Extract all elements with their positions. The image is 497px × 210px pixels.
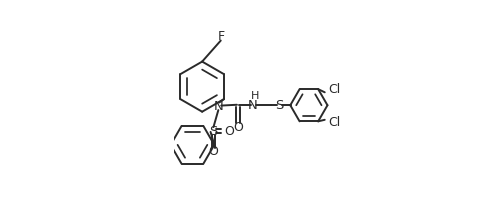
- Text: S: S: [209, 125, 218, 138]
- Text: Cl: Cl: [329, 116, 340, 129]
- Text: O: O: [209, 145, 218, 158]
- Text: H: H: [250, 91, 259, 101]
- Text: Cl: Cl: [329, 83, 340, 96]
- Text: O: O: [224, 125, 234, 138]
- Text: F: F: [218, 30, 225, 43]
- Text: S: S: [276, 99, 284, 112]
- Text: N: N: [248, 99, 258, 112]
- Text: O: O: [233, 121, 243, 134]
- Text: N: N: [213, 100, 223, 113]
